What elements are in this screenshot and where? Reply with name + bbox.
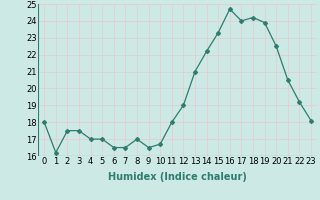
X-axis label: Humidex (Indice chaleur): Humidex (Indice chaleur) xyxy=(108,172,247,182)
